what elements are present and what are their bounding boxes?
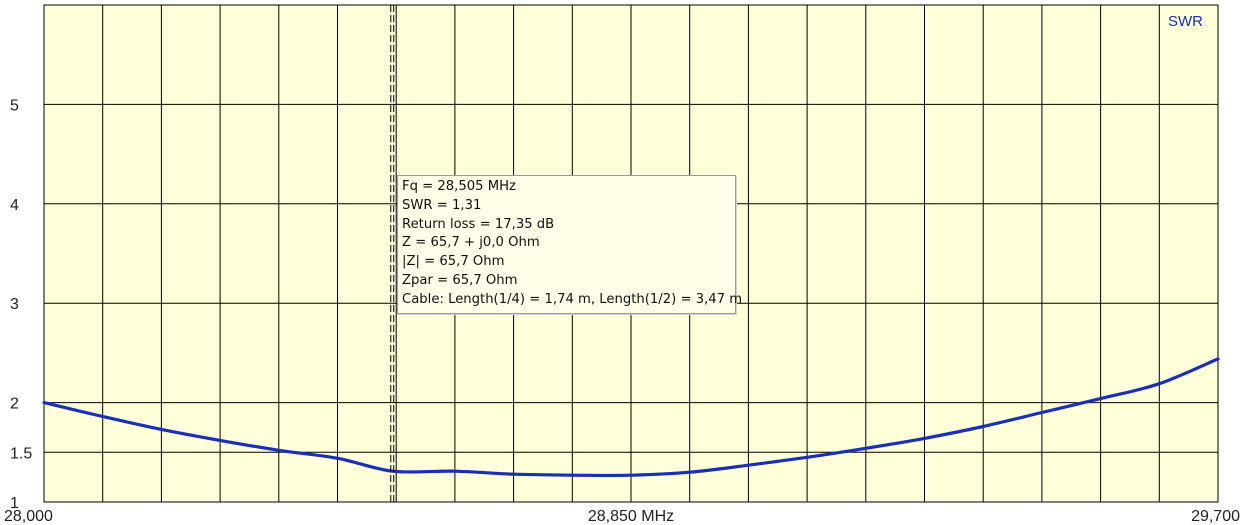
x-tick-label: 28,850 MHz: [588, 508, 674, 525]
marker-impedance-magnitude: |Z| = 65,7 Ohm: [402, 254, 505, 270]
marker-group[interactable]: [390, 5, 395, 502]
swr-curve-group: [42, 357, 1220, 478]
marker-swr: SWR = 1,31: [402, 197, 482, 213]
marker-parallel-impedance: Zpar = 65,7 Ohm: [402, 272, 518, 288]
y-tick-label: 3: [10, 296, 19, 313]
swr-curve: [42, 357, 1220, 478]
marker-return-loss: Return loss = 17,35 dB: [402, 216, 555, 232]
y-tick-label: 1: [10, 495, 19, 512]
y-tick-label: 4: [10, 197, 19, 214]
marker-impedance: Z = 65,7 + j0,0 Ohm: [402, 235, 540, 251]
marker-cable-length: Cable: Length(1/4) = 1,74 m, Length(1/2)…: [402, 291, 743, 307]
axis-labels: 1 1.5 2 3 4 5 28,000 28,850 MHz 29,700: [4, 97, 1240, 525]
marker-info-box: Fq = 28,505 MHz SWR = 1,31 Return loss =…: [397, 175, 743, 314]
y-tick-label: 1.5: [10, 445, 32, 462]
marker-frequency: Fq = 28,505 MHz: [402, 179, 516, 194]
x-tick-label: 29,700: [1191, 508, 1240, 525]
series-label: SWR: [1168, 13, 1203, 30]
y-tick-label: 5: [10, 97, 19, 114]
x-tick-label: 28,000: [4, 508, 53, 525]
y-tick-label: 2: [10, 396, 19, 413]
